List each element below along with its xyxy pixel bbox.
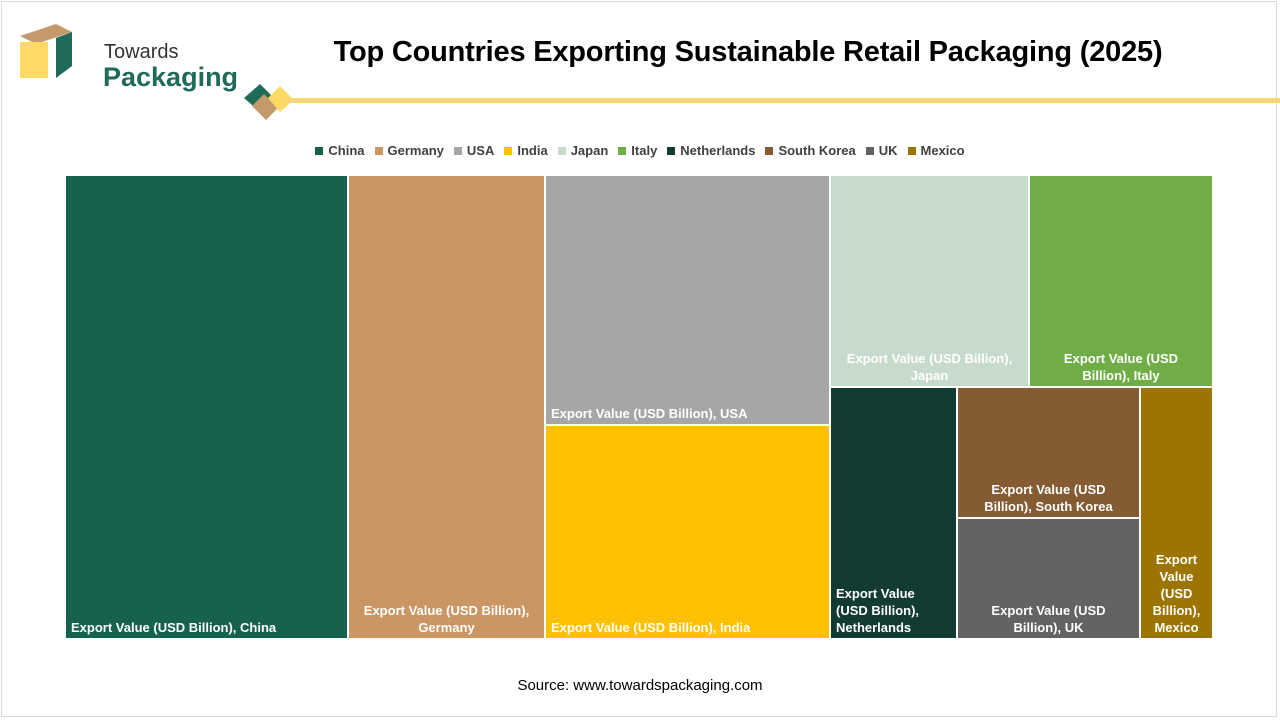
treemap-label-mexico: Export Value (USD Billion), Mexico (1153, 552, 1201, 635)
treemap-label-line: Billion), South Korea (984, 499, 1113, 514)
legend-swatch (618, 146, 627, 155)
legend-item-usa: USA (453, 143, 495, 158)
treemap-label-usa: Export Value (USD Billion), USA (551, 406, 748, 421)
legend-label: Japan (570, 143, 609, 158)
treemap-label-line: Export Value (USD Billion), USA (551, 406, 748, 421)
legend-item-netherlands: Netherlands (667, 143, 755, 158)
title-underline-decoration (244, 84, 1280, 120)
legend-label: South Korea (778, 143, 856, 158)
legend-item-germany: Germany (374, 143, 444, 158)
treemap-label-line: (USD (1161, 586, 1193, 601)
treemap-label-line: Germany (418, 620, 475, 635)
treemap-label-netherlands: Export Value (USD Billion), Netherlands (836, 586, 919, 635)
legend-label: India (517, 143, 548, 158)
legend-label: China (328, 143, 365, 158)
treemap-label-germany: Export Value (USD Billion), Germany (364, 603, 529, 635)
legend-swatch (315, 146, 324, 155)
treemap-label-line: Value (1160, 569, 1194, 584)
treemap-label-line: Export Value (USD (1064, 351, 1178, 366)
treemap-label-line: Japan (911, 368, 949, 383)
treemap-label-line: Export (1156, 552, 1198, 567)
legend-label: USA (466, 143, 495, 158)
treemap-label-china: Export Value (USD Billion), China (71, 620, 277, 635)
legend-swatch (667, 146, 676, 155)
treemap-label-line: Export Value (836, 586, 915, 601)
logo-text-towards: Towards (104, 41, 179, 63)
treemap-tile-china (65, 175, 349, 639)
legend-item-italy: Italy (618, 143, 657, 158)
treemap-tile-germany (347, 175, 546, 639)
treemap-label-italy: Export Value (USD Billion), Italy (1064, 351, 1178, 383)
legend-label: UK (878, 143, 898, 158)
treemap-label-line: Export Value (USD Billion), India (551, 620, 751, 635)
treemap-label-line: Export Value (USD (991, 482, 1105, 497)
treemap-label-line: (USD Billion), (836, 603, 919, 618)
legend-item-mexico: Mexico (907, 143, 965, 158)
treemap-label-india: Export Value (USD Billion), India (551, 620, 751, 635)
legend-item-uk: UK (865, 143, 898, 158)
legend-item-china: China (315, 143, 365, 158)
legend-label: Germany (387, 143, 444, 158)
legend-label: Mexico (920, 143, 965, 158)
legend-label: Italy (631, 143, 658, 158)
treemap-label-line: Mexico (1154, 620, 1198, 635)
legend-swatch (374, 146, 383, 155)
legend-item-japan: Japan (557, 143, 609, 158)
treemap-label-line: Export Value (USD (991, 603, 1105, 618)
treemap-tile-netherlands (829, 386, 958, 639)
treemap-label-line: Export Value (USD Billion), China (71, 620, 277, 635)
source-note: Source: www.towardspackaging.com (517, 677, 763, 694)
treemap-label-uk: Export Value (USD Billion), UK (991, 603, 1105, 635)
legend-label: Netherlands (680, 143, 756, 158)
treemap-tile-mexico (1139, 386, 1213, 639)
treemap-label-line: Netherlands (836, 620, 911, 635)
treemap-tile-italy (1028, 175, 1213, 388)
treemap-tile-south-korea (956, 386, 1141, 519)
legend-swatch (557, 146, 566, 155)
legend-item-india: India (504, 143, 548, 158)
legend-swatch (453, 146, 462, 155)
treemap-label-line: Export Value (USD Billion), (364, 603, 529, 618)
treemap: Export Value (USD Billion), China Export … (65, 175, 1213, 639)
legend-item-south-korea: South Korea (765, 143, 856, 158)
treemap-tile-usa (544, 175, 831, 426)
chart-title: Top Countries Exporting Sustainable Reta… (333, 36, 1163, 68)
legend-swatch (765, 146, 774, 155)
treemap-label-line: Billion), Italy (1082, 368, 1160, 383)
treemap-label-japan: Export Value (USD Billion), Japan (847, 351, 1012, 383)
legend: China Germany USA India Japan Italy Netherland… (0, 143, 1280, 158)
treemap-tile-uk (956, 517, 1141, 639)
legend-swatch (907, 146, 916, 155)
treemap-label-line: Billion), (1153, 603, 1201, 618)
treemap-tile-india (544, 424, 831, 639)
treemap-label-line: Billion), UK (1013, 620, 1084, 635)
logo-text-packaging: Packaging (103, 62, 239, 92)
logo-box-icon (20, 24, 72, 78)
treemap-label-line: Export Value (USD Billion), (847, 351, 1012, 366)
legend-swatch (504, 146, 513, 155)
treemap-label-south-korea: Export Value (USD Billion), South Korea (984, 482, 1113, 514)
towards-packaging-logo: Towards Packaging (18, 20, 238, 92)
legend-swatch (865, 146, 874, 155)
